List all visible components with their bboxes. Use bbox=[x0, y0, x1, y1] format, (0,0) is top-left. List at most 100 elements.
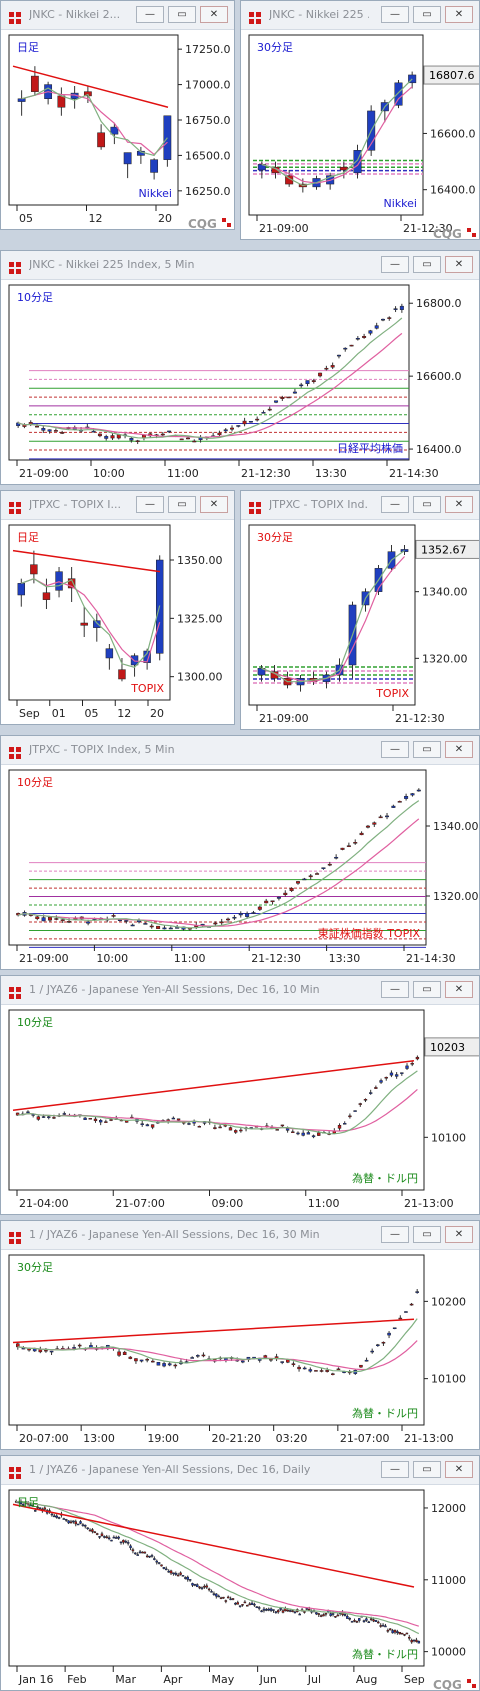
chart-window[interactable]: JNKC - Nikkei 225 Index, 5 Min — ▭ ✕ 16800.0… bbox=[0, 250, 480, 485]
x-tick-label: 12 bbox=[117, 707, 131, 720]
candle-body bbox=[55, 1515, 58, 1518]
minimize-button[interactable]: — bbox=[381, 496, 409, 513]
moving-average-line bbox=[21, 578, 161, 668]
chart-canvas[interactable]: 1340.00 1320.00 30分足 TOPIX 1352.67 21-09:00 21… bbox=[241, 521, 480, 730]
cqg-logo: CQG bbox=[433, 227, 462, 240]
x-tick-label: 20 bbox=[158, 212, 172, 225]
x-tick-label: Jul bbox=[307, 1673, 321, 1686]
candle-body bbox=[232, 916, 237, 919]
candle-body bbox=[384, 1625, 387, 1628]
close-button[interactable]: ✕ bbox=[445, 1461, 473, 1478]
candle-body bbox=[319, 1615, 323, 1617]
window-titlebar[interactable]: 1 / JYAZ6 - Japanese Yen-All Sessions, D… bbox=[1, 1456, 479, 1485]
candle-body bbox=[260, 1610, 263, 1613]
x-tick-label: 21-14:30 bbox=[389, 467, 439, 480]
close-button[interactable]: ✕ bbox=[200, 496, 228, 513]
candle-body bbox=[415, 1291, 419, 1293]
candle-body bbox=[126, 1542, 130, 1544]
candle-body bbox=[269, 1608, 273, 1611]
chart-window[interactable]: JNKC - Nikkei 225 ... — ▭ ✕ 16600.0 16400.0 30… bbox=[240, 0, 480, 240]
minimize-button[interactable]: — bbox=[381, 741, 409, 758]
minimize-button[interactable]: — bbox=[381, 1461, 409, 1478]
candle-body bbox=[298, 1613, 301, 1616]
candle-body bbox=[297, 1366, 301, 1370]
minimize-button[interactable]: — bbox=[136, 496, 164, 513]
x-tick-label: 13:30 bbox=[315, 467, 347, 480]
chart-canvas[interactable]: 1350.00 1325.00 1300.00 日足 TOPIX Sep 01 05 12 20 bbox=[1, 521, 235, 725]
chart-window[interactable]: JTPXC - TOPIX Index, 5 Min — ▭ ✕ 1340.00 1320… bbox=[0, 735, 480, 970]
candle-body bbox=[292, 391, 297, 394]
candle-body bbox=[393, 308, 398, 310]
minimize-button[interactable]: — bbox=[381, 1226, 409, 1243]
maximize-button[interactable]: ▭ bbox=[413, 496, 441, 513]
close-button[interactable]: ✕ bbox=[445, 741, 473, 758]
window-titlebar[interactable]: JTPXC - TOPIX I... — ▭ ✕ bbox=[1, 491, 234, 520]
maximize-button[interactable]: ▭ bbox=[413, 981, 441, 998]
candle-body bbox=[162, 1567, 166, 1569]
window-titlebar[interactable]: JTPXC - TOPIX Index, 5 Min — ▭ ✕ bbox=[1, 736, 479, 765]
chart-window[interactable]: 1 / JYAZ6 - Japanese Yen-All Sessions, D… bbox=[0, 1455, 480, 1691]
candle-body bbox=[289, 888, 294, 891]
chart-window[interactable]: JNKC - Nikkei 2... — ▭ ✕ 17250.0 17000.0 16750… bbox=[0, 0, 235, 230]
maximize-button[interactable]: ▭ bbox=[413, 741, 441, 758]
candle-body bbox=[76, 1523, 80, 1526]
candle-body bbox=[384, 1076, 388, 1079]
window-titlebar[interactable]: JNKC - Nikkei 225 Index, 5 Min — ▭ ✕ bbox=[1, 251, 479, 280]
chart-window[interactable]: 1 / JYAZ6 - Japanese Yen-All Sessions, D… bbox=[0, 1220, 480, 1450]
last-price-box bbox=[424, 1037, 479, 1057]
chart-window[interactable]: JTPXC - TOPIX I... — ▭ ✕ 1350.00 1325.00 1300.… bbox=[0, 490, 235, 725]
close-button[interactable]: ✕ bbox=[445, 256, 473, 273]
chart-canvas[interactable]: 16600.0 16400.0 30分足 Nikkei 16807.6 21-09:00 2… bbox=[241, 31, 480, 240]
close-button[interactable]: ✕ bbox=[445, 1226, 473, 1243]
close-button[interactable]: ✕ bbox=[445, 6, 473, 23]
window-titlebar[interactable]: JTPXC - TOPIX Ind... — ▭ ✕ bbox=[241, 491, 479, 520]
window-titlebar[interactable]: 1 / JYAZ6 - Japanese Yen-All Sessions, D… bbox=[1, 976, 479, 1005]
candle-body bbox=[317, 1613, 320, 1615]
minimize-button[interactable]: — bbox=[381, 256, 409, 273]
x-tick-label: Mar bbox=[115, 1673, 136, 1686]
minimize-button[interactable]: — bbox=[381, 981, 409, 998]
minimize-button[interactable]: — bbox=[381, 6, 409, 23]
chart-window[interactable]: 1 / JYAZ6 - Japanese Yen-All Sessions, D… bbox=[0, 975, 480, 1215]
maximize-button[interactable]: ▭ bbox=[413, 1226, 441, 1243]
candle-body bbox=[321, 867, 326, 869]
x-tick-label: 11:00 bbox=[174, 952, 206, 965]
candle-body bbox=[105, 648, 114, 659]
maximize-button[interactable]: ▭ bbox=[413, 6, 441, 23]
candle-body bbox=[400, 1632, 404, 1635]
y-tick-label: 16250.0 bbox=[185, 185, 231, 198]
window-titlebar[interactable]: 1 / JYAZ6 - Japanese Yen-All Sessions, D… bbox=[1, 1221, 479, 1250]
chart-window[interactable]: JTPXC - TOPIX Ind... — ▭ ✕ 1340.00 1320.00 30分… bbox=[240, 490, 480, 730]
candle-body bbox=[241, 1604, 244, 1606]
window-title: JNKC - Nikkei 225 Index, 5 Min bbox=[29, 258, 195, 271]
candle-body bbox=[212, 1593, 216, 1595]
last-price-label: 16807.6 bbox=[429, 69, 475, 82]
candle-body bbox=[378, 816, 383, 819]
maximize-button[interactable]: ▭ bbox=[168, 496, 196, 513]
candle-body bbox=[148, 1555, 151, 1558]
close-button[interactable]: ✕ bbox=[200, 6, 228, 23]
close-button[interactable]: ✕ bbox=[445, 496, 473, 513]
candle-body bbox=[118, 669, 126, 680]
plot-area bbox=[8, 1489, 425, 1667]
y-tick-label: 10000 bbox=[431, 1646, 466, 1659]
candle-body bbox=[173, 1364, 178, 1367]
minimize-button[interactable]: — bbox=[136, 6, 164, 23]
candle-body bbox=[67, 921, 72, 923]
maximize-button[interactable]: ▭ bbox=[168, 6, 196, 23]
chart-canvas[interactable]: 17250.0 17000.0 16750.0 16500.0 16250.0 日足 Nik… bbox=[1, 31, 235, 230]
candle-body bbox=[404, 1311, 408, 1313]
close-button[interactable]: ✕ bbox=[445, 981, 473, 998]
window-titlebar[interactable]: JNKC - Nikkei 225 ... — ▭ ✕ bbox=[241, 1, 479, 30]
maximize-button[interactable]: ▭ bbox=[413, 1461, 441, 1478]
maximize-button[interactable]: ▭ bbox=[413, 256, 441, 273]
candle-body bbox=[117, 1536, 120, 1539]
candle-body bbox=[257, 1607, 261, 1609]
candle-body bbox=[145, 1358, 149, 1361]
window-titlebar[interactable]: JNKC - Nikkei 2... — ▭ ✕ bbox=[1, 1, 234, 30]
